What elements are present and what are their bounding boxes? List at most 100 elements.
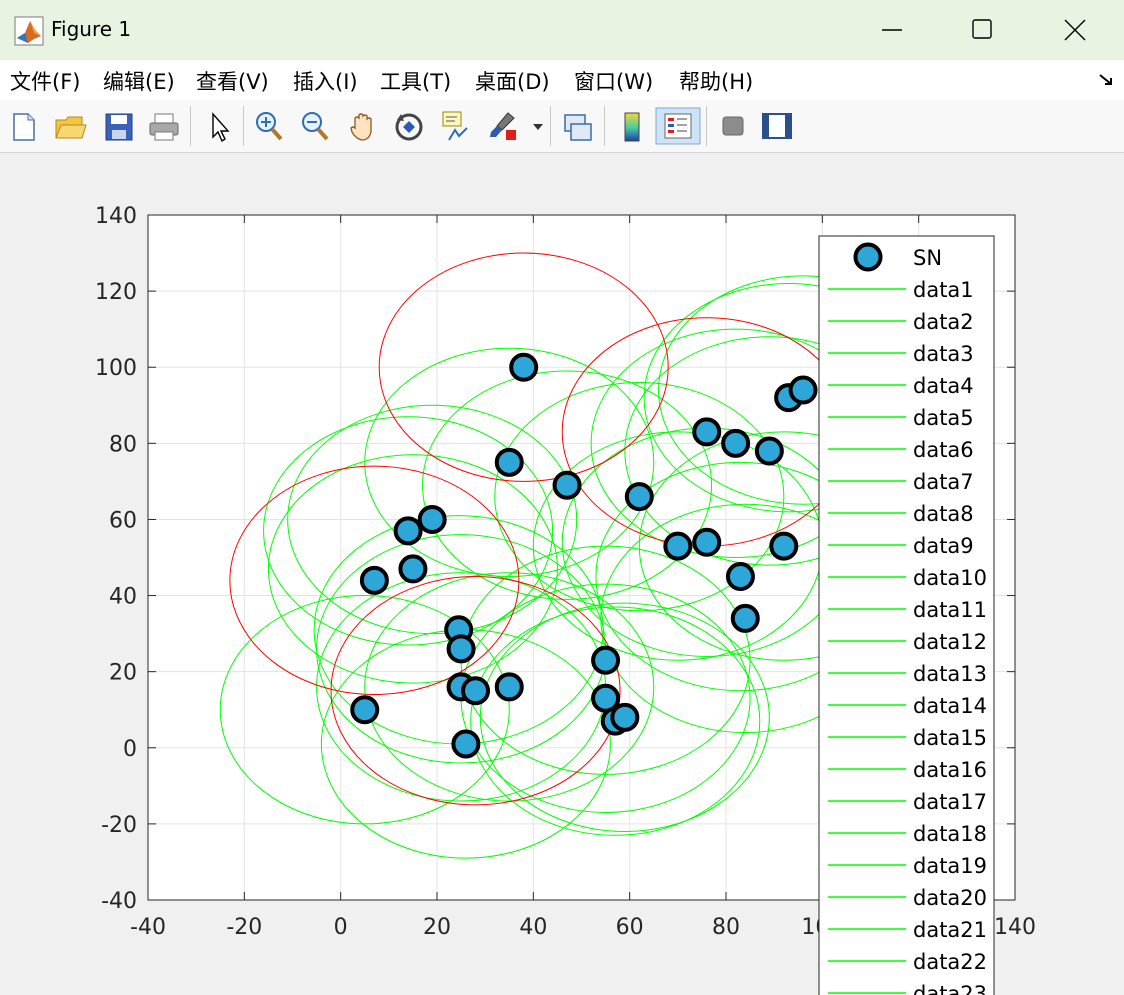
green-coverage-circle bbox=[267, 454, 558, 684]
legend-entry-label: data22 bbox=[913, 950, 987, 974]
legend-entry-label: data1 bbox=[913, 278, 974, 302]
y-tick-label: -20 bbox=[101, 813, 137, 838]
brush-dropdown-icon[interactable] bbox=[528, 106, 548, 146]
brush-icon[interactable] bbox=[484, 106, 520, 146]
pan-hand-icon[interactable] bbox=[345, 106, 381, 146]
x-tick-label: 0 bbox=[334, 915, 348, 940]
close-icon[interactable] bbox=[1045, 10, 1105, 50]
sensor-node-point bbox=[451, 729, 481, 759]
sensor-node-point bbox=[624, 482, 654, 512]
menu-desktop[interactable]: 桌面(D) bbox=[475, 70, 550, 94]
link-plot-icon[interactable] bbox=[560, 106, 596, 146]
sensor-node-point bbox=[494, 672, 524, 702]
y-tick-label: 120 bbox=[95, 280, 137, 305]
red-coverage-circle bbox=[229, 465, 520, 696]
new-figure-icon[interactable] bbox=[6, 106, 42, 146]
x-tick-label: 80 bbox=[712, 915, 740, 940]
save-icon[interactable] bbox=[100, 106, 136, 146]
toolbar bbox=[0, 100, 1124, 153]
sensor-node-point bbox=[552, 470, 582, 500]
legend-box bbox=[818, 235, 995, 995]
y-tick-label: 80 bbox=[109, 432, 137, 457]
legend-entry-label: data12 bbox=[913, 630, 987, 654]
sensor-node-point bbox=[610, 702, 640, 732]
sensor-node-point bbox=[754, 436, 784, 466]
legend-entry-label: data14 bbox=[913, 694, 987, 718]
sensor-node-point bbox=[417, 504, 447, 534]
menu-insert[interactable]: 插入(I) bbox=[293, 70, 358, 94]
sensor-node-point bbox=[591, 645, 621, 675]
hide-plot-tools-icon[interactable] bbox=[715, 106, 751, 146]
zoom-out-icon[interactable] bbox=[298, 106, 334, 146]
toolbar-separator bbox=[550, 106, 551, 146]
show-plot-tools-icon[interactable] bbox=[759, 106, 795, 146]
green-coverage-circle bbox=[422, 370, 713, 600]
data-cursor-icon[interactable] bbox=[437, 106, 473, 146]
sensor-node-markers bbox=[350, 352, 818, 759]
green-coverage-circle bbox=[364, 347, 655, 578]
y-tick-label: 100 bbox=[95, 356, 137, 381]
menu-tools[interactable]: 工具(T) bbox=[380, 70, 452, 94]
menu-edit[interactable]: 编辑(E) bbox=[103, 70, 175, 94]
y-tick-label: 40 bbox=[109, 585, 137, 610]
legend-entry-label: data23 bbox=[913, 982, 987, 995]
menu-window[interactable]: 窗口(W) bbox=[574, 70, 654, 94]
print-icon[interactable] bbox=[146, 106, 182, 146]
toolbar-separator bbox=[706, 106, 707, 146]
toolbar-separator bbox=[190, 106, 191, 146]
green-coverage-circle bbox=[364, 572, 655, 802]
y-tick-labels: 140 120 100 80 60 40 20 0 -20 -40 bbox=[95, 204, 137, 914]
sensor-node-point bbox=[730, 603, 760, 633]
legend-entry-label: data11 bbox=[913, 598, 987, 622]
red-coverage-circle bbox=[330, 576, 621, 806]
colorbar-icon[interactable] bbox=[614, 106, 650, 146]
toolbar-separator bbox=[243, 106, 244, 146]
sensor-node-point bbox=[692, 527, 722, 557]
x-tick-label: 60 bbox=[616, 915, 644, 940]
open-file-icon[interactable] bbox=[52, 106, 88, 146]
y-tick-label: 60 bbox=[109, 508, 137, 533]
minimize-icon[interactable] bbox=[862, 10, 922, 50]
menu-overflow-icon[interactable] bbox=[1097, 70, 1117, 90]
green-coverage-circle bbox=[494, 381, 785, 612]
axes-box bbox=[147, 214, 1016, 901]
menu-view[interactable]: 查看(V) bbox=[196, 70, 269, 94]
legend-entry-label: data13 bbox=[913, 662, 987, 686]
legend-entry-label: data6 bbox=[913, 438, 974, 462]
legend-entry-label: SN bbox=[913, 246, 942, 270]
legend-entry-label: data21 bbox=[913, 918, 987, 942]
green-coverage-circle bbox=[263, 416, 554, 646]
sensor-node-point bbox=[663, 531, 693, 561]
red-coverage-circle bbox=[378, 252, 669, 482]
select-arrow-icon[interactable] bbox=[201, 106, 237, 146]
matlab-logo-icon bbox=[14, 16, 44, 46]
menu-bar bbox=[0, 60, 1124, 100]
menu-file[interactable]: 文件(F) bbox=[10, 70, 81, 94]
legend-entry-label: data5 bbox=[913, 406, 974, 430]
sensor-node-point bbox=[398, 554, 428, 584]
sensor-node-point bbox=[692, 417, 722, 447]
legend-icon[interactable] bbox=[655, 106, 701, 146]
legend-entry-label: data2 bbox=[913, 310, 974, 334]
legend-entry-label: data17 bbox=[913, 790, 987, 814]
y-tick-label: -40 bbox=[101, 889, 137, 914]
figure-canvas: -40-200204060801001201401401201008060402… bbox=[0, 153, 1124, 995]
y-tick-label: 0 bbox=[123, 737, 137, 762]
legend-entry-label: data10 bbox=[913, 566, 987, 590]
x-tick-label: 140 bbox=[994, 915, 1036, 940]
menu-help[interactable]: 帮助(H) bbox=[679, 70, 754, 94]
rotate-3d-icon[interactable] bbox=[391, 106, 427, 146]
x-tick-label: 40 bbox=[519, 915, 547, 940]
maximize-icon[interactable] bbox=[952, 10, 1012, 50]
sensor-node-point bbox=[446, 634, 476, 664]
legend-marker-sn bbox=[853, 242, 883, 272]
zoom-in-icon[interactable] bbox=[252, 106, 288, 146]
x-tick-labels: -40-20020406080100120140 bbox=[130, 915, 1036, 940]
legend-entry-label: data15 bbox=[913, 726, 987, 750]
legend-entry-label: data19 bbox=[913, 854, 987, 878]
sensor-node-point bbox=[393, 516, 423, 546]
plot-svg: -40-200204060801001201401401201008060402… bbox=[95, 204, 1036, 995]
green-coverage-circle bbox=[219, 595, 510, 825]
x-tick-label: 20 bbox=[423, 915, 451, 940]
x-tick-label: -20 bbox=[226, 915, 262, 940]
